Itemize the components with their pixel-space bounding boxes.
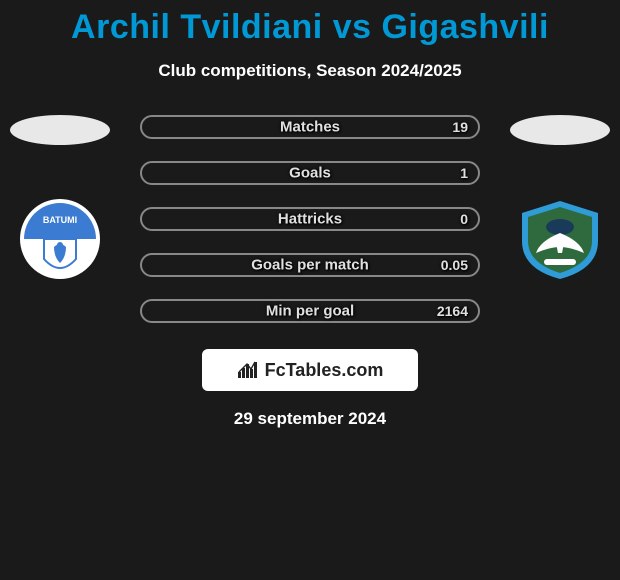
comparison-area: BATUMI Matches 19 Goals 1 [0,115,620,429]
player-photo-left [10,115,110,145]
club-badge-left: BATUMI [10,197,110,281]
stat-row-goals: Goals 1 [140,161,480,185]
stat-row-goals-per-match: Goals per match 0.05 [140,253,480,277]
source-logo-text: FcTables.com [265,360,384,381]
stat-label: Goals [289,165,331,182]
source-logo: FcTables.com [202,349,418,391]
chart-bars-icon [237,360,259,380]
stat-label: Goals per match [251,257,369,274]
stat-right-value: 0.05 [441,257,468,273]
stat-label: Matches [280,119,340,136]
club-crest-left-icon: BATUMI [10,197,110,281]
stat-row-min-per-goal: Min per goal 2164 [140,299,480,323]
club-crest-right-icon [510,197,610,281]
stat-row-hattricks: Hattricks 0 [140,207,480,231]
stat-right-value: 19 [452,119,468,135]
stat-label: Hattricks [278,211,342,228]
stat-right-value: 2164 [437,303,468,319]
stat-row-matches: Matches 19 [140,115,480,139]
page-title: Archil Tvildiani vs Gigashvili [0,0,620,47]
stat-right-value: 0 [460,211,468,227]
stats-list: Matches 19 Goals 1 Hattricks 0 Goals per… [140,115,480,323]
svg-text:BATUMI: BATUMI [43,215,77,225]
stat-right-value: 1 [460,165,468,181]
stat-label: Min per goal [266,303,354,320]
snapshot-date: 29 september 2024 [0,409,620,429]
page-subtitle: Club competitions, Season 2024/2025 [0,61,620,81]
club-badge-right [510,197,610,281]
player-photo-right [510,115,610,145]
